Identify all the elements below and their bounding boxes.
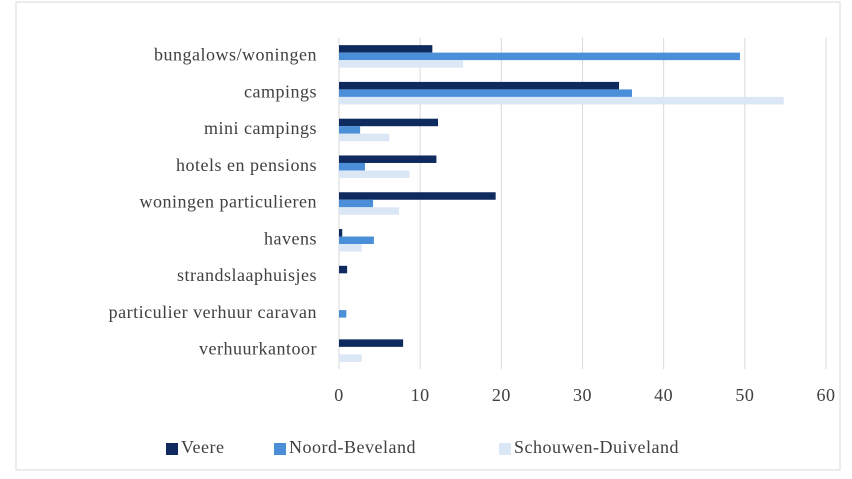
bar <box>339 236 374 245</box>
x-tick-label: 50 <box>735 385 754 405</box>
y-tick-label: hotels en pensions <box>176 155 317 175</box>
bar <box>339 199 374 208</box>
x-tick-label: 20 <box>492 385 511 405</box>
bar <box>339 81 620 90</box>
bar <box>339 60 464 68</box>
legend-label: Veere <box>181 437 224 457</box>
y-tick-label: verhuurkantoor <box>199 339 317 359</box>
y-tick-label: particulier verhuur caravan <box>109 302 317 322</box>
legend-label: Schouwen-Duiveland <box>514 437 679 457</box>
bar <box>339 192 496 200</box>
y-tick-label: bungalows/woningen <box>154 45 317 65</box>
bar <box>339 170 410 178</box>
y-tick-label: campings <box>244 81 317 101</box>
x-tick-label: 10 <box>411 385 430 405</box>
bar <box>339 52 740 61</box>
legend-swatch <box>166 443 178 455</box>
legend-swatch <box>499 443 511 455</box>
x-tick-label: 40 <box>654 385 673 405</box>
x-tick-label: 30 <box>573 385 592 405</box>
bar <box>339 133 390 142</box>
bar <box>339 162 365 171</box>
y-tick-label: woningen particulieren <box>140 192 317 212</box>
bar <box>339 45 433 53</box>
bar <box>339 126 361 134</box>
bar <box>339 229 343 237</box>
bar <box>339 118 439 127</box>
x-tick-label: 60 <box>817 385 836 405</box>
legend-label: Noord-Beveland <box>289 437 416 457</box>
x-tick-label: 0 <box>334 385 344 405</box>
bar <box>339 207 400 215</box>
bar <box>339 155 437 163</box>
legend-swatch <box>274 443 286 455</box>
bar <box>339 96 784 105</box>
bar <box>339 244 362 252</box>
chart-border <box>15 1 841 471</box>
y-tick-label: strandslaaphuisjes <box>177 265 317 285</box>
bar <box>339 310 347 318</box>
bar <box>339 89 633 97</box>
y-tick-label: havens <box>264 228 317 248</box>
bar <box>339 339 404 347</box>
bar <box>339 354 362 362</box>
y-tick-label: mini campings <box>204 118 317 138</box>
bar <box>339 265 348 274</box>
